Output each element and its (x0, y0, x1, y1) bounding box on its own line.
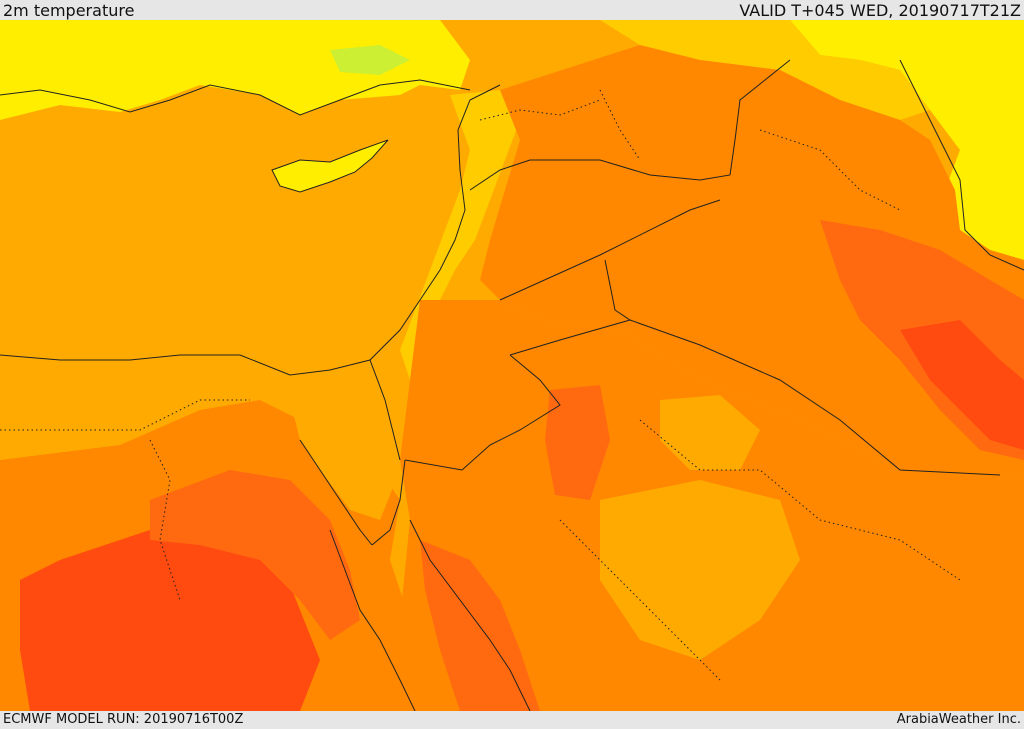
syria-iraq-hot-zone (480, 45, 1024, 480)
jordan-saudi-border (404, 319, 631, 471)
model-run: ECMWF MODEL RUN: 20190716T00Z (3, 712, 244, 727)
credit: ArabiaWeather Inc. (896, 712, 1021, 727)
iraq-saudi-border (604, 259, 1001, 476)
country-borders (0, 59, 1024, 711)
header-bar: 2m temperature VALID T+045 WED, 20190717… (0, 0, 1024, 20)
cyprus-outline (271, 139, 389, 193)
syria-iraq-border (469, 59, 791, 191)
turkey-south-coast (0, 79, 471, 116)
mediterranean-coast (0, 84, 501, 376)
saudi-hotter-patch (545, 385, 610, 500)
saudi-warm-patch-2 (660, 395, 760, 470)
saudi-warm-patch (600, 480, 800, 660)
admin-boundaries (0, 89, 961, 681)
red-sea-hotter-zone (420, 540, 540, 711)
footer-bar: ECMWF MODEL RUN: 20190716T00Z ArabiaWeat… (0, 711, 1024, 729)
egypt-border (369, 359, 401, 461)
northeast-yellow-zone (790, 20, 1024, 260)
red-sea-east-coast (409, 519, 531, 711)
gulf-hottest-zone (900, 320, 1024, 450)
field-title: 2m temperature (3, 1, 135, 20)
egypt-hottest-zone (20, 520, 320, 711)
sinai-warm-zone (290, 400, 400, 520)
iran-iraq-border (899, 59, 1024, 271)
cyprus (272, 140, 388, 192)
temperature-map[interactable] (0, 20, 1024, 711)
northeast-mild-zone (600, 20, 930, 120)
red-sea-west-coast (329, 529, 416, 711)
egypt-hotter-zone (150, 470, 360, 640)
valid-time: VALID T+045 WED, 20190717T21Z (739, 1, 1021, 20)
turkey-green-spot (330, 45, 410, 75)
jordan-iraq-border (499, 199, 721, 301)
gulf-of-aqaba-coast (371, 459, 406, 546)
gulf-of-suez-coast (299, 439, 373, 546)
